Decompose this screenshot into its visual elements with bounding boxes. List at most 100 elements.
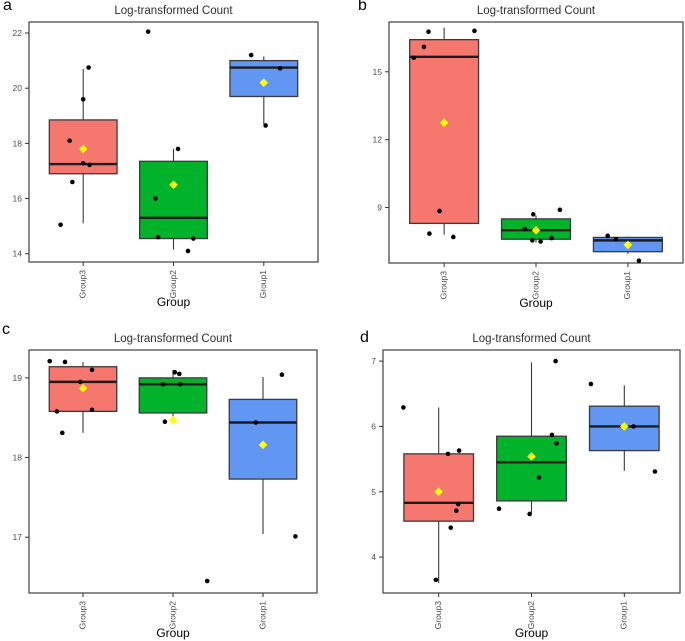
x-tick-label: Group1 bbox=[622, 271, 632, 300]
x-axis-title: Group bbox=[515, 626, 549, 640]
jitter-point bbox=[451, 234, 456, 240]
mean-marker bbox=[434, 487, 443, 497]
jitter-point bbox=[253, 420, 259, 425]
box-group3 bbox=[409, 39, 480, 225]
y-tick-label: 4 bbox=[371, 552, 376, 562]
jitter-point bbox=[454, 508, 459, 513]
y-tick-label: 18 bbox=[13, 453, 23, 463]
panel-a: a Log-transformed Count 14 16 18 20 22 Group3 G… bbox=[0, 0, 343, 320]
jitter-point bbox=[162, 419, 168, 425]
x-tick-label: Group2 bbox=[526, 601, 536, 630]
x-tick-label: Group2 bbox=[530, 271, 540, 300]
jitter-point bbox=[80, 160, 86, 166]
jitter-point bbox=[538, 239, 543, 244]
jitter-point bbox=[472, 28, 477, 34]
jitter-point bbox=[89, 367, 95, 373]
jitter-point bbox=[70, 179, 75, 185]
jitter-point bbox=[527, 511, 532, 517]
jitter-point bbox=[277, 66, 283, 71]
jitter-point bbox=[496, 506, 502, 512]
jitter-point bbox=[448, 525, 454, 530]
panel-letter-c: c bbox=[2, 321, 10, 338]
mean-marker bbox=[168, 415, 178, 425]
mean-marker bbox=[78, 144, 88, 154]
jitter-point bbox=[67, 138, 72, 143]
x-axis-title: Group bbox=[157, 295, 191, 309]
jitter-point bbox=[536, 475, 542, 480]
x-tick-label: Group1 bbox=[257, 601, 267, 630]
jitter-point bbox=[160, 381, 166, 387]
y-tick-label: 9 bbox=[377, 203, 382, 213]
jitter-point bbox=[411, 55, 417, 61]
jitter-point bbox=[437, 208, 442, 214]
jitter-point bbox=[530, 212, 536, 217]
y-tick-label: 17 bbox=[13, 532, 23, 542]
jitter-point bbox=[421, 44, 427, 50]
y-tick-label: 5 bbox=[371, 487, 376, 497]
panel-letter-d: d bbox=[360, 329, 369, 346]
jitter-point bbox=[427, 231, 432, 236]
jitter-point bbox=[455, 501, 461, 507]
y-tick-label: 6 bbox=[371, 421, 376, 431]
jitter-point bbox=[652, 469, 658, 474]
mean-marker bbox=[169, 180, 178, 190]
x-tick-label: Group1 bbox=[258, 270, 268, 299]
jitter-point bbox=[47, 358, 52, 364]
y-tick-label: 15 bbox=[373, 67, 383, 77]
jitter-point bbox=[204, 578, 210, 584]
jitter-point bbox=[636, 258, 642, 264]
panel-c: c Log-transformed Count 17 18 19 Group3 Group… bbox=[0, 320, 343, 641]
x-tick-label: Group3 bbox=[77, 601, 87, 630]
jitter-point bbox=[522, 226, 528, 232]
mean-marker bbox=[439, 118, 449, 127]
x-axis-title: Group bbox=[156, 626, 190, 640]
x-tick-label: Group3 bbox=[438, 271, 448, 300]
x-tick-label: Group2 bbox=[167, 601, 177, 630]
jitter-point bbox=[426, 29, 431, 35]
jitter-point bbox=[433, 577, 439, 583]
mean-marker bbox=[259, 78, 269, 87]
panel-b: b Log-transformed Count 9 12 15 Group3 Group2… bbox=[343, 0, 685, 320]
y-tick-label: 18 bbox=[13, 138, 23, 148]
jitter-point bbox=[185, 248, 191, 254]
jitter-point bbox=[191, 236, 196, 241]
jitter-point bbox=[279, 372, 285, 377]
jitter-point bbox=[553, 358, 558, 364]
mean-marker bbox=[623, 240, 633, 250]
x-tick-label: Group2 bbox=[168, 270, 178, 299]
jitter-point bbox=[554, 441, 559, 446]
box-group2 bbox=[496, 435, 567, 502]
x-tick-label: Group1 bbox=[619, 601, 629, 630]
y-tick-label: 22 bbox=[13, 28, 23, 38]
jitter-point bbox=[631, 424, 636, 429]
jitter-point bbox=[177, 381, 183, 387]
jitter-point bbox=[58, 222, 63, 228]
x-axis-title: Group bbox=[519, 296, 553, 310]
y-tick-label: 19 bbox=[13, 373, 23, 383]
jitter-point bbox=[456, 448, 462, 453]
panel-title: Log-transformed Count bbox=[472, 333, 591, 345]
jitter-point bbox=[549, 432, 555, 438]
jitter-point bbox=[153, 196, 158, 201]
box-group2 bbox=[138, 160, 209, 240]
jitter-point bbox=[155, 234, 161, 240]
y-tick-label: 16 bbox=[13, 194, 23, 204]
y-tick-label: 14 bbox=[13, 249, 23, 259]
box-group1 bbox=[228, 398, 298, 480]
jitter-point bbox=[86, 65, 91, 70]
jitter-point bbox=[248, 52, 254, 58]
jitter-point bbox=[89, 407, 95, 413]
jitter-point bbox=[605, 233, 610, 239]
y-tick-label: 20 bbox=[13, 83, 23, 93]
panel-letter-b: b bbox=[358, 0, 367, 14]
jitter-point bbox=[445, 451, 451, 457]
panel-title: Log-transformed Count bbox=[477, 5, 596, 17]
jitter-point bbox=[613, 236, 619, 242]
jitter-point bbox=[60, 430, 65, 436]
jitter-point bbox=[177, 371, 182, 377]
x-tick-label: Group3 bbox=[77, 270, 87, 299]
